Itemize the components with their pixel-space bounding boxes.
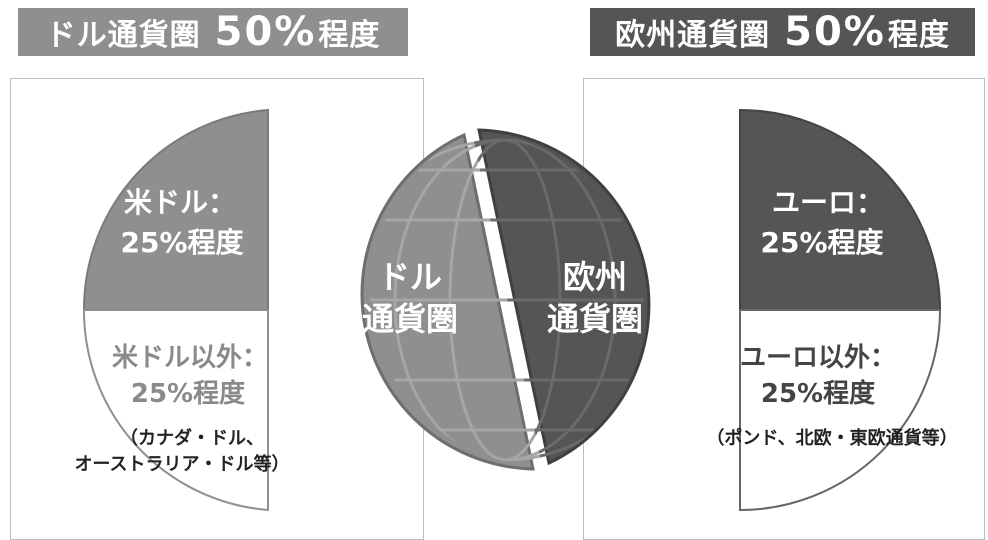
right-upper-label-2: 25%程度 [760,226,883,259]
left-upper-wedge [82,108,269,311]
left-lower-label-2: 25%程度 [131,378,245,409]
left-note-1: （カナダ・ドル、 [120,427,264,449]
right-upper-wedge [739,108,942,311]
left-share: 50% [214,9,317,55]
left-upper-label-2: 25%程度 [120,226,243,259]
left-lower-wedge [82,309,269,512]
right-upper-label-1: ユーロ： [772,186,884,219]
globe-right-label-2: 通貨圏 [547,300,643,338]
right-title-banner: 欧州通貨圏 50% 程度 [590,8,975,56]
left-note-2: オーストラリア・ドル等） [74,453,289,475]
right-share-suffix: 程度 [887,18,950,53]
left-share-suffix: 程度 [318,18,381,53]
right-share: 50% [784,9,886,55]
currency-diagram: 米ドル： 25%程度 米ドル以外： 25%程度 （カナダ・ドル、 オーストラリア… [74,108,958,512]
right-lower-wedge [739,309,942,512]
globe-left-label-2: 通貨圏 [362,300,458,338]
right-note: （ポンド、北欧・東欧通貨等） [706,427,957,449]
left-title: ドル通貨圏 [45,18,201,53]
left-title-banner: ドル通貨圏 50% 程度 [18,8,408,56]
left-lower-label-1: 米ドル以外： [112,343,268,373]
right-lower-label-1: ユーロ以外： [740,343,896,373]
right-title: 欧州通貨圏 [615,18,771,53]
globe-right-label-1: 欧州 [563,258,627,296]
globe-left-label-1: ドル [378,258,442,296]
right-lower-label-2: 25%程度 [761,378,875,409]
left-upper-label-1: 米ドル： [124,186,236,219]
